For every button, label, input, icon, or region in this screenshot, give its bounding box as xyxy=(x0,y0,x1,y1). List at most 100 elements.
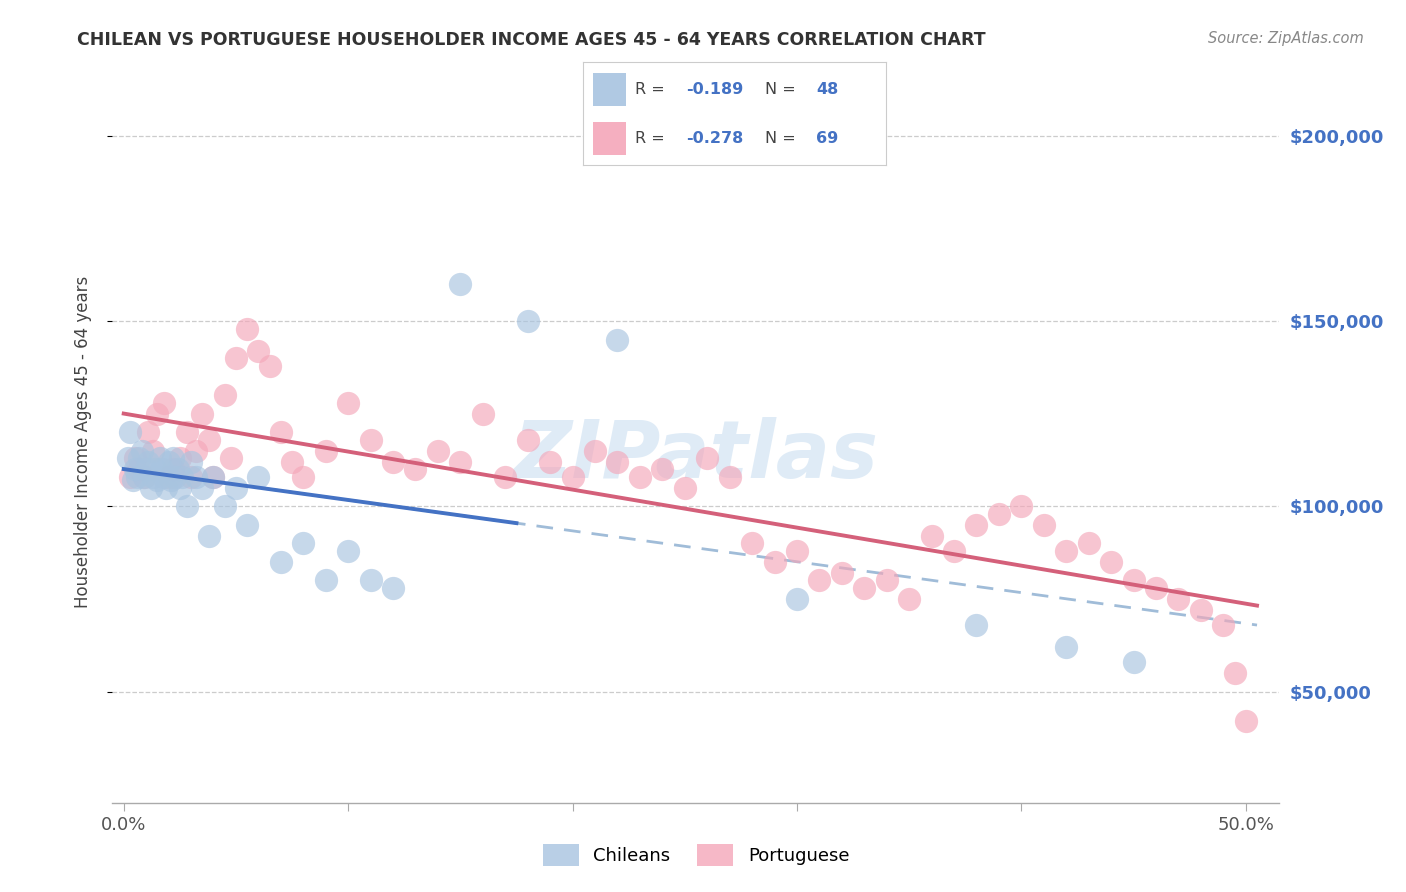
Point xyxy=(921,529,943,543)
Bar xyxy=(592,73,626,105)
Point xyxy=(162,451,184,466)
Point xyxy=(943,544,966,558)
Point xyxy=(831,566,853,580)
Point xyxy=(360,574,382,588)
Point xyxy=(382,581,405,595)
Point xyxy=(165,469,187,483)
Point xyxy=(1032,517,1054,532)
Text: 48: 48 xyxy=(817,81,838,96)
Point xyxy=(225,351,247,366)
Point xyxy=(449,277,471,291)
Text: Source: ZipAtlas.com: Source: ZipAtlas.com xyxy=(1208,31,1364,46)
Point xyxy=(139,481,162,495)
Point xyxy=(741,536,763,550)
Point xyxy=(202,469,225,483)
Point xyxy=(221,451,243,466)
Point xyxy=(337,544,360,558)
Point xyxy=(191,481,214,495)
Point xyxy=(1054,640,1077,655)
Point xyxy=(360,433,382,447)
Point xyxy=(1077,536,1099,550)
Point xyxy=(149,451,172,466)
Point xyxy=(142,443,165,458)
Point xyxy=(146,407,169,421)
Point xyxy=(198,433,221,447)
Point xyxy=(315,574,337,588)
Point xyxy=(236,517,259,532)
Point xyxy=(966,517,988,532)
Point xyxy=(1054,544,1077,558)
Text: 69: 69 xyxy=(817,131,838,146)
Point xyxy=(176,500,198,514)
Point xyxy=(292,536,315,550)
Point xyxy=(138,455,160,469)
Text: ZIPatlas: ZIPatlas xyxy=(513,417,879,495)
Point xyxy=(315,443,337,458)
Point xyxy=(382,455,405,469)
Point xyxy=(471,407,494,421)
Point xyxy=(1167,592,1189,607)
Point xyxy=(157,455,180,469)
Point xyxy=(184,443,207,458)
Point xyxy=(1122,655,1144,669)
Point xyxy=(1010,500,1032,514)
Point xyxy=(117,451,139,466)
Point xyxy=(337,395,360,409)
Text: R =: R = xyxy=(636,81,669,96)
Point xyxy=(138,425,160,440)
Point xyxy=(180,469,202,483)
Point xyxy=(494,469,516,483)
Bar xyxy=(592,122,626,155)
Point xyxy=(718,469,741,483)
Point xyxy=(247,469,270,483)
Point xyxy=(131,443,153,458)
Point xyxy=(808,574,831,588)
Point xyxy=(1223,666,1246,681)
Point xyxy=(170,469,193,483)
Point xyxy=(561,469,583,483)
Point xyxy=(132,469,155,483)
Point xyxy=(673,481,696,495)
Point xyxy=(404,462,426,476)
Legend: Chileans, Portuguese: Chileans, Portuguese xyxy=(536,837,856,873)
Point xyxy=(1212,618,1234,632)
Point xyxy=(583,443,606,458)
Point xyxy=(763,555,786,569)
Point xyxy=(121,474,143,488)
Point xyxy=(142,469,165,483)
Point xyxy=(162,462,184,476)
Point xyxy=(628,469,651,483)
Point xyxy=(786,592,808,607)
Point xyxy=(124,451,146,466)
Text: N =: N = xyxy=(765,131,801,146)
Point xyxy=(898,592,921,607)
Point xyxy=(292,469,315,483)
Point xyxy=(198,529,221,543)
Point xyxy=(606,455,628,469)
Point xyxy=(538,455,561,469)
Point xyxy=(143,462,166,476)
Text: -0.189: -0.189 xyxy=(686,81,744,96)
Point xyxy=(153,395,176,409)
Point xyxy=(876,574,898,588)
Point xyxy=(1189,603,1212,617)
Point xyxy=(169,481,191,495)
Point xyxy=(786,544,808,558)
Y-axis label: Householder Income Ages 45 - 64 years: Householder Income Ages 45 - 64 years xyxy=(73,276,91,607)
Point xyxy=(281,455,304,469)
Point xyxy=(155,481,177,495)
Point xyxy=(176,425,198,440)
Text: N =: N = xyxy=(765,81,801,96)
Point xyxy=(853,581,876,595)
Point xyxy=(1099,555,1122,569)
Point xyxy=(426,443,449,458)
Text: CHILEAN VS PORTUGUESE HOUSEHOLDER INCOME AGES 45 - 64 YEARS CORRELATION CHART: CHILEAN VS PORTUGUESE HOUSEHOLDER INCOME… xyxy=(77,31,986,49)
Point xyxy=(516,433,538,447)
Point xyxy=(247,343,270,358)
Text: -0.278: -0.278 xyxy=(686,131,744,146)
Point xyxy=(128,462,150,476)
Point xyxy=(191,407,214,421)
Point xyxy=(270,555,292,569)
Point xyxy=(127,469,149,483)
Point xyxy=(214,500,236,514)
